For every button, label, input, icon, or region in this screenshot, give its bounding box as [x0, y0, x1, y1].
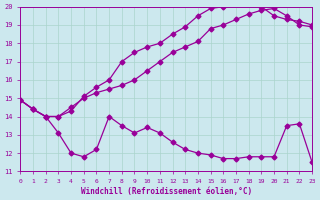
- X-axis label: Windchill (Refroidissement éolien,°C): Windchill (Refroidissement éolien,°C): [81, 187, 252, 196]
